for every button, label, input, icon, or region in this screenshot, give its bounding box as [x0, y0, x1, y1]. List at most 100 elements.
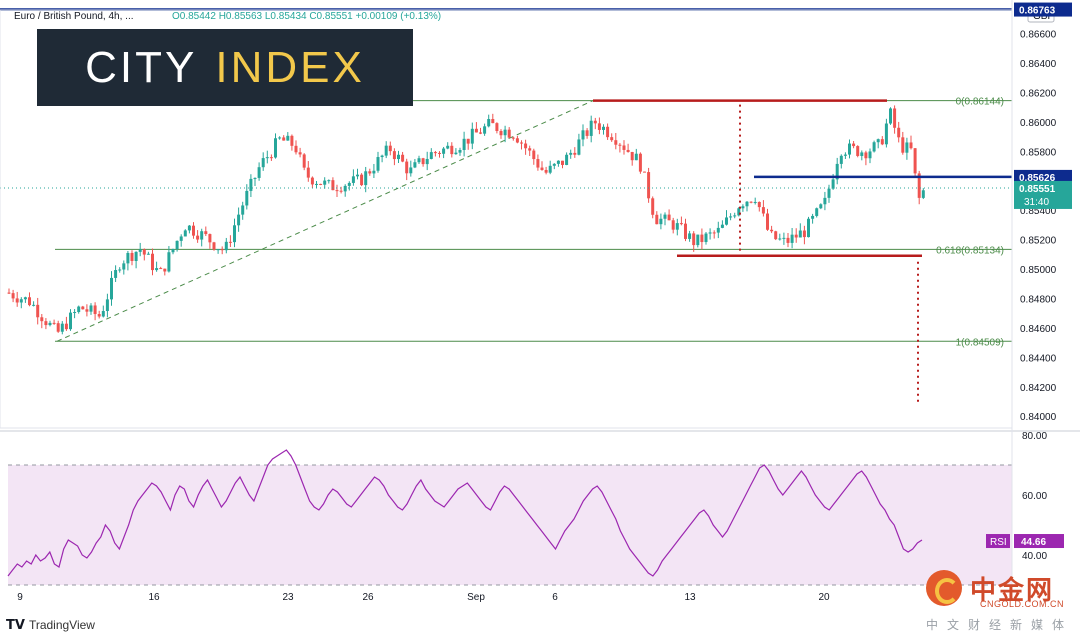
candle-body — [872, 142, 876, 152]
candle-body — [315, 183, 318, 185]
candle-body — [552, 163, 556, 166]
candle-body — [245, 190, 249, 206]
candle-body — [77, 306, 81, 313]
candle-body — [704, 233, 708, 243]
price-tick-label: 0.85200 — [1020, 236, 1057, 247]
fib-level-label: 0(0.86144) — [956, 97, 1004, 108]
candle-body — [893, 108, 897, 128]
candle-body — [212, 242, 216, 250]
rsi-name-tag — [986, 534, 1010, 549]
candle-body — [483, 126, 487, 134]
candle-body — [831, 179, 835, 189]
candle-body — [778, 238, 782, 240]
candle-body — [376, 157, 380, 171]
candle-body — [511, 137, 515, 139]
candle-body — [356, 174, 359, 177]
price-tick-label: 0.84600 — [1020, 324, 1057, 335]
candle-body — [122, 263, 126, 270]
candle-body — [458, 149, 462, 153]
price-tick-label: 0.85800 — [1020, 147, 1057, 158]
watermark-title: 中金网 — [970, 575, 1055, 605]
tradingview-logo[interactable]: 𝗧𝗩 TradingView — [6, 617, 95, 633]
watermark-url: CNGOLD.COM.CN — [980, 599, 1065, 609]
candle-body — [585, 130, 589, 136]
candle-body — [499, 130, 503, 136]
cngold-logo-icon — [926, 570, 962, 606]
candle-body — [897, 127, 901, 138]
price-pane[interactable]: 0(0.86144) 0.618(0.85134) 1(0.84509) — [0, 8, 1012, 405]
candle-body — [151, 253, 154, 271]
candle-body — [274, 138, 277, 158]
blue-level-label: 0.85626 — [1019, 173, 1056, 184]
candle-body — [917, 173, 921, 198]
candle-body — [335, 190, 339, 192]
candle-body — [696, 234, 700, 246]
candle-body — [827, 188, 831, 198]
candle-body — [638, 153, 642, 172]
candle-body — [614, 140, 618, 145]
rsi-tick-label: 40.00 — [1022, 551, 1047, 562]
trend-line — [56, 100, 594, 342]
candle-body — [852, 143, 856, 147]
candle-body — [44, 321, 48, 326]
candle-body — [294, 145, 298, 153]
price-tick-label: 0.84000 — [1020, 412, 1057, 423]
candle-body — [142, 249, 146, 255]
candle-body — [241, 205, 245, 215]
candle-body — [794, 234, 798, 238]
candle-body — [93, 305, 97, 315]
candle-body — [417, 158, 421, 163]
candle-body — [40, 317, 44, 322]
price-tick-label: 0.85400 — [1020, 206, 1057, 217]
candle-body — [159, 268, 163, 270]
rsi-band — [8, 465, 1012, 585]
candle-body — [89, 305, 93, 312]
candle-body — [864, 152, 868, 159]
candle-body — [101, 311, 105, 317]
candle-body — [700, 234, 704, 243]
candle-body — [433, 152, 437, 154]
symbol-title: Euro / British Pound, 4h, ... — [14, 11, 134, 22]
candle-body — [782, 237, 786, 239]
candle-body — [753, 201, 757, 203]
logo-word-index: INDEX — [215, 42, 365, 92]
logo-word-city: CITY — [85, 42, 198, 92]
rsi-tick-label: 60.00 — [1022, 491, 1047, 502]
candle-body — [573, 152, 577, 155]
blue-level-tag — [1014, 169, 1072, 184]
candle-body — [228, 241, 232, 243]
candle-body — [319, 183, 323, 185]
candle-body — [749, 201, 753, 203]
candle-body — [405, 161, 409, 174]
candle-body — [298, 152, 302, 155]
ohlc-readout: O0.85442 H0.85563 L0.85434 C0.85551 +0.0… — [172, 11, 441, 22]
candle-body — [392, 151, 396, 160]
rsi-line — [7, 449, 923, 577]
candle-body — [85, 309, 89, 312]
candle-body — [811, 215, 815, 219]
rsi-pane[interactable] — [7, 449, 1012, 586]
candle-body — [146, 253, 150, 255]
candle-body — [19, 299, 23, 303]
candle-body — [921, 190, 925, 198]
last-price-label: 0.85551 — [1019, 184, 1056, 195]
candle-body — [208, 234, 212, 243]
candle-body — [786, 237, 790, 243]
candle-body — [114, 270, 118, 278]
axes: Euro / British Pound, 4h, ... O0.85442 H0… — [0, 0, 1080, 603]
rsi-value-label: 44.66 — [1021, 537, 1046, 548]
tradingview-brand: TradingView — [28, 618, 95, 632]
candle-body — [729, 216, 733, 218]
candle-body — [438, 152, 441, 154]
candle-body — [913, 148, 917, 174]
price-tick-label: 0.84200 — [1020, 383, 1057, 394]
candle-body — [110, 277, 113, 300]
candle-body — [306, 167, 310, 178]
candle-body — [905, 142, 909, 153]
candle-body — [429, 152, 433, 159]
candle-body — [507, 129, 511, 138]
top-level-label: 0.86763 — [1019, 6, 1056, 17]
fib-level-label: 0.618(0.85134) — [936, 245, 1004, 256]
candle-body — [401, 154, 405, 162]
